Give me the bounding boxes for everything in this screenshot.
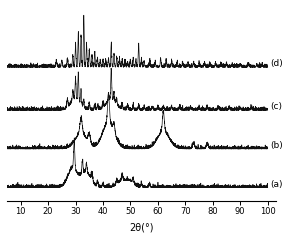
Text: (d): (d) xyxy=(270,59,283,68)
Text: (a): (a) xyxy=(270,180,283,189)
Text: (b): (b) xyxy=(270,141,283,150)
X-axis label: 2θ(°): 2θ(°) xyxy=(129,222,154,232)
Text: (c): (c) xyxy=(270,102,283,111)
